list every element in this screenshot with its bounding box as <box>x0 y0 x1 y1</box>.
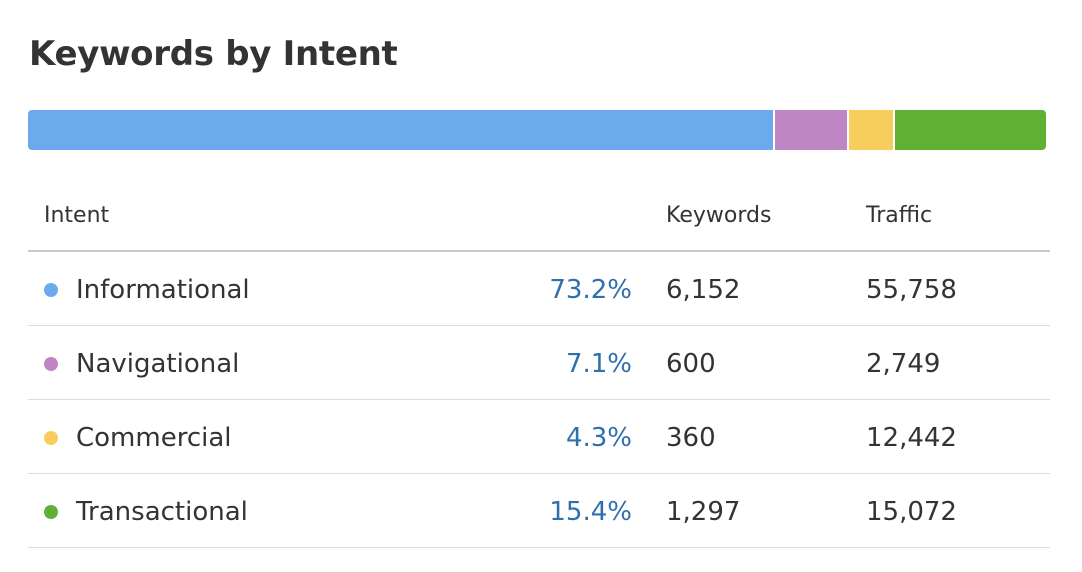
intent-name: Navigational <box>76 349 240 379</box>
intent-color-dot <box>44 283 58 297</box>
intent-traffic: 55,758 <box>866 275 957 305</box>
intent-share: 4.3% <box>565 423 632 453</box>
intent-traffic: 2,749 <box>866 349 941 379</box>
table-row[interactable]: Informational 73.2% 6,152 55,758 <box>28 252 1050 326</box>
table-row[interactable]: Navigational 7.1% 600 2,749 <box>28 326 1050 400</box>
intent-color-dot <box>44 431 58 445</box>
header-traffic: Traffic <box>866 203 933 228</box>
bar-segment-commercial[interactable] <box>847 110 894 150</box>
intent-keywords: 1,297 <box>666 497 741 527</box>
bar-segment-navigational[interactable] <box>773 110 848 150</box>
table-row[interactable]: Transactional 15.4% 1,297 15,072 <box>28 474 1050 548</box>
intent-name: Informational <box>76 275 250 305</box>
intent-keywords: 360 <box>666 423 716 453</box>
intent-keywords: 6,152 <box>666 275 741 305</box>
table-row[interactable]: Commercial 4.3% 360 12,442 <box>28 400 1050 474</box>
intent-table: Intent Keywords Traffic Informational 73… <box>28 178 1050 548</box>
intent-name: Commercial <box>76 423 232 453</box>
intent-share: 73.2% <box>549 275 632 305</box>
intent-share: 15.4% <box>549 497 632 527</box>
bar-segment-transactional[interactable] <box>893 110 1046 150</box>
table-header: Intent Keywords Traffic <box>28 178 1050 252</box>
intent-name: Transactional <box>76 497 248 527</box>
intent-color-dot <box>44 357 58 371</box>
intent-share: 7.1% <box>565 349 632 379</box>
header-intent: Intent <box>44 203 110 228</box>
intent-keywords: 600 <box>666 349 716 379</box>
bar-segment-informational[interactable] <box>28 110 774 150</box>
intent-traffic: 12,442 <box>866 423 957 453</box>
chart-title: Keywords by Intent <box>29 34 398 74</box>
header-keywords: Keywords <box>666 203 772 228</box>
intent-stacked-bar <box>28 110 1046 150</box>
intent-color-dot <box>44 505 58 519</box>
intent-traffic: 15,072 <box>866 497 957 527</box>
